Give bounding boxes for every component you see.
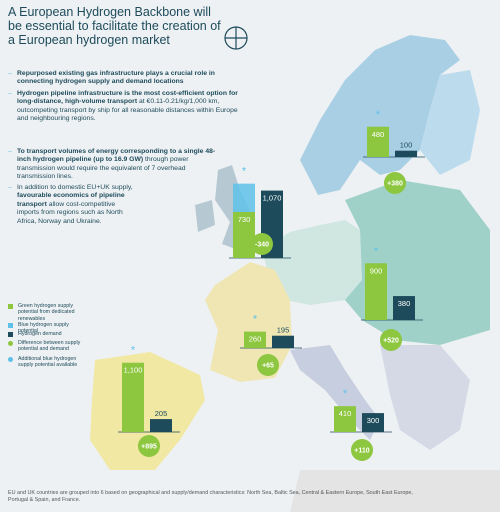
- supply-bar: [365, 263, 387, 320]
- blue-bar: [233, 183, 255, 213]
- difference-label: +520: [383, 338, 399, 345]
- legend-entry: Hydrogen demand: [8, 331, 88, 337]
- bullet-text: favourable economics of pipeline transpo…: [17, 192, 125, 208]
- legend-swatch: [8, 304, 13, 309]
- bullet: Hydrogen pipeline infrastructure is the …: [8, 90, 239, 124]
- legend-swatch: [8, 323, 13, 328]
- demand-bar: [150, 419, 172, 432]
- star: *: [253, 314, 258, 326]
- logo: [224, 26, 248, 50]
- star: *: [374, 245, 379, 257]
- legend-swatch: [8, 357, 13, 362]
- legend-entry: Difference between supply potential and …: [8, 340, 88, 353]
- africa-land: [290, 470, 500, 512]
- difference-circle: [380, 329, 402, 351]
- difference-label: -340: [255, 242, 269, 249]
- supply-bar: [233, 212, 255, 258]
- iberia-land: [90, 352, 205, 470]
- difference-label: +380: [387, 181, 403, 188]
- bullet-text: at €0.11-0.21/kg/1,000 km, outcompeting …: [17, 98, 238, 123]
- bullet: To transport volumes of energy correspon…: [8, 148, 222, 182]
- central-land: [262, 220, 362, 305]
- difference-circle: [257, 354, 279, 376]
- bullet: In addition to domestic EU+UK supply, fa…: [8, 184, 137, 226]
- legend-swatch: [8, 332, 13, 337]
- demand-bar: [393, 296, 415, 320]
- star: *: [376, 109, 381, 121]
- difference-circle: [138, 435, 160, 457]
- difference-circle: [384, 172, 406, 194]
- supply-label: 410: [339, 409, 352, 418]
- bullet-text: allow cost-competitive imports from regi…: [17, 200, 123, 225]
- ireland-land: [195, 200, 215, 232]
- balkans-land: [380, 345, 470, 450]
- supply-label: 260: [249, 335, 262, 344]
- demand-bar: [272, 335, 294, 348]
- legend-entry: Additional blue hydrogen supply potentia…: [8, 356, 88, 369]
- difference-label: +110: [354, 448, 369, 455]
- legend-swatch: [8, 341, 13, 346]
- nordic-land: [300, 35, 460, 195]
- bullet-text: In addition to domestic EU+UK supply,: [17, 184, 133, 191]
- demand-bar: [362, 413, 384, 432]
- supply-label: 900: [370, 266, 383, 275]
- bullet: Repurposed existing gas infrastructure p…: [8, 70, 239, 87]
- star: *: [343, 388, 348, 400]
- difference-circle: [251, 233, 273, 255]
- demand-label: 380: [398, 299, 411, 308]
- star: *: [131, 345, 136, 357]
- demand-label: 1,070: [263, 194, 282, 203]
- demand-label: 195: [277, 326, 290, 335]
- demand-label: 100: [400, 141, 413, 150]
- bullet-text: Repurposed existing gas infrastructure p…: [17, 70, 215, 86]
- difference-circle: [351, 439, 373, 461]
- finland-land: [420, 70, 480, 175]
- title: A European Hydrogen Backbone will be ess…: [8, 5, 221, 47]
- supply-label: 1,100: [124, 366, 143, 375]
- supply-bar: [244, 331, 266, 348]
- france-land: [205, 262, 292, 382]
- legend-entry: Blue hydrogen supply potential: [8, 322, 88, 335]
- demand-label: 300: [367, 416, 380, 425]
- difference-label: +895: [141, 444, 157, 451]
- italy-land: [290, 345, 380, 440]
- supply-bar: [122, 362, 144, 432]
- bullet-text: Hydrogen pipeline infrastructure is the …: [17, 90, 238, 106]
- supply-bar: [334, 406, 356, 432]
- supply-label: 480: [372, 130, 385, 139]
- demand-bar: [395, 150, 417, 157]
- difference-label: +65: [262, 363, 274, 370]
- bullet-text: To transport volumes of energy correspon…: [17, 148, 216, 164]
- supply-bar: [367, 126, 389, 157]
- supply-label: 730: [238, 215, 251, 224]
- bullet-text: through power transmission would require…: [17, 156, 189, 181]
- demand-label: 205: [155, 409, 168, 418]
- legend-entry: Green hydrogen supply potential from ded…: [8, 303, 88, 322]
- footnote: EU and UK countries are grouped into 6 b…: [8, 490, 413, 503]
- star: *: [242, 166, 247, 178]
